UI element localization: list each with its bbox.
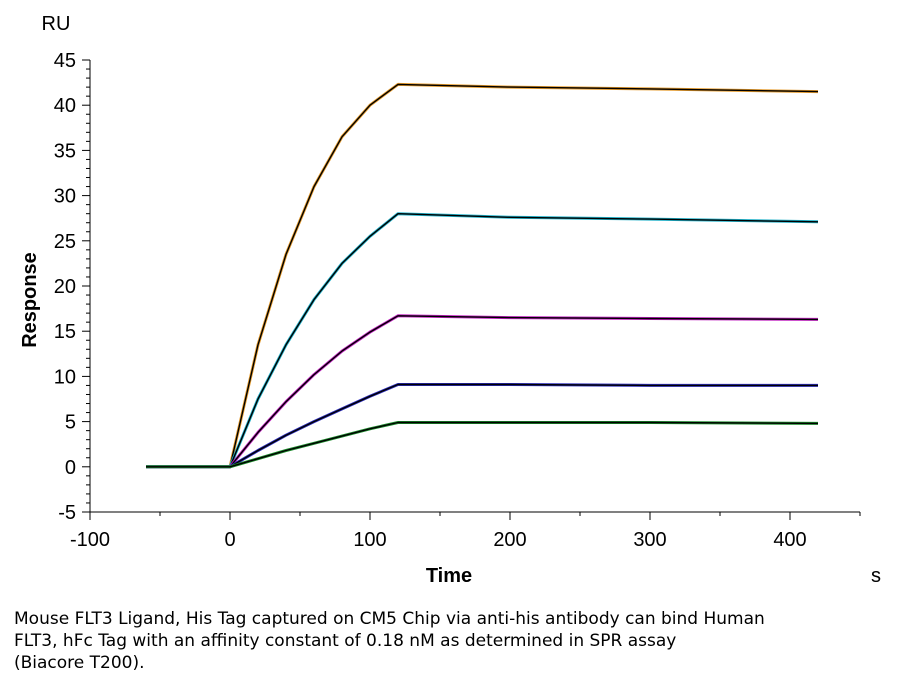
y-axis-title: Response bbox=[19, 252, 41, 348]
axis-text: 45 40 35 30 25 20 15 10 5 0 -5 -100 0 100 200 300 400 Tim… bbox=[19, 13, 881, 587]
y-tick-label: 20 bbox=[54, 276, 76, 298]
figure-caption: Mouse FLT3 Ligand, His Tag captured on C… bbox=[14, 608, 884, 674]
chart-canvas: 45 40 35 30 25 20 15 10 5 0 -5 -100 0 100 200 300 400 Tim… bbox=[19, 13, 881, 587]
fit-line-1 bbox=[146, 83, 819, 468]
x-tick-label: 100 bbox=[353, 529, 386, 551]
series-layer bbox=[146, 82, 819, 469]
y-tick-label: 45 bbox=[54, 50, 76, 72]
x-tick-label: 300 bbox=[633, 529, 666, 551]
y-tick-label: 40 bbox=[54, 95, 76, 117]
x-unit-label: s bbox=[871, 565, 881, 587]
fit-line-3 bbox=[146, 315, 819, 468]
x-tick-label: -100 bbox=[70, 529, 110, 551]
y-tick-label: 10 bbox=[54, 366, 76, 388]
y-tick-label: 25 bbox=[54, 231, 76, 253]
y-tick-label: -5 bbox=[58, 502, 76, 524]
x-tick-label: 400 bbox=[773, 529, 806, 551]
fit-line-5 bbox=[146, 421, 819, 468]
caption-line-2: FLT3, hFc Tag with an affinity constant … bbox=[14, 631, 677, 651]
spr-chart: 45 40 35 30 25 20 15 10 5 0 -5 -100 0 100 200 300 400 Tim… bbox=[19, 13, 881, 587]
x-tick-label: 200 bbox=[493, 529, 526, 551]
y-tick-label: 30 bbox=[54, 186, 76, 208]
series-line-2 bbox=[146, 212, 819, 469]
axes bbox=[82, 59, 861, 520]
caption-line-1: Mouse FLT3 Ligand, His Tag captured on C… bbox=[14, 609, 765, 629]
fit-line-2 bbox=[146, 212, 819, 468]
x-tick-label: 0 bbox=[224, 529, 235, 551]
x-axis-title: Time bbox=[426, 565, 472, 587]
y-tick-label: 5 bbox=[65, 412, 76, 434]
y-tick-label: 0 bbox=[65, 457, 76, 479]
y-unit-label: RU bbox=[42, 13, 71, 35]
fit-line-4 bbox=[146, 383, 818, 468]
series-line-1 bbox=[146, 82, 819, 469]
y-tick-label: 35 bbox=[54, 140, 76, 162]
y-tick-label: 15 bbox=[54, 321, 76, 343]
caption-line-3: (Biacore T200). bbox=[14, 653, 145, 673]
